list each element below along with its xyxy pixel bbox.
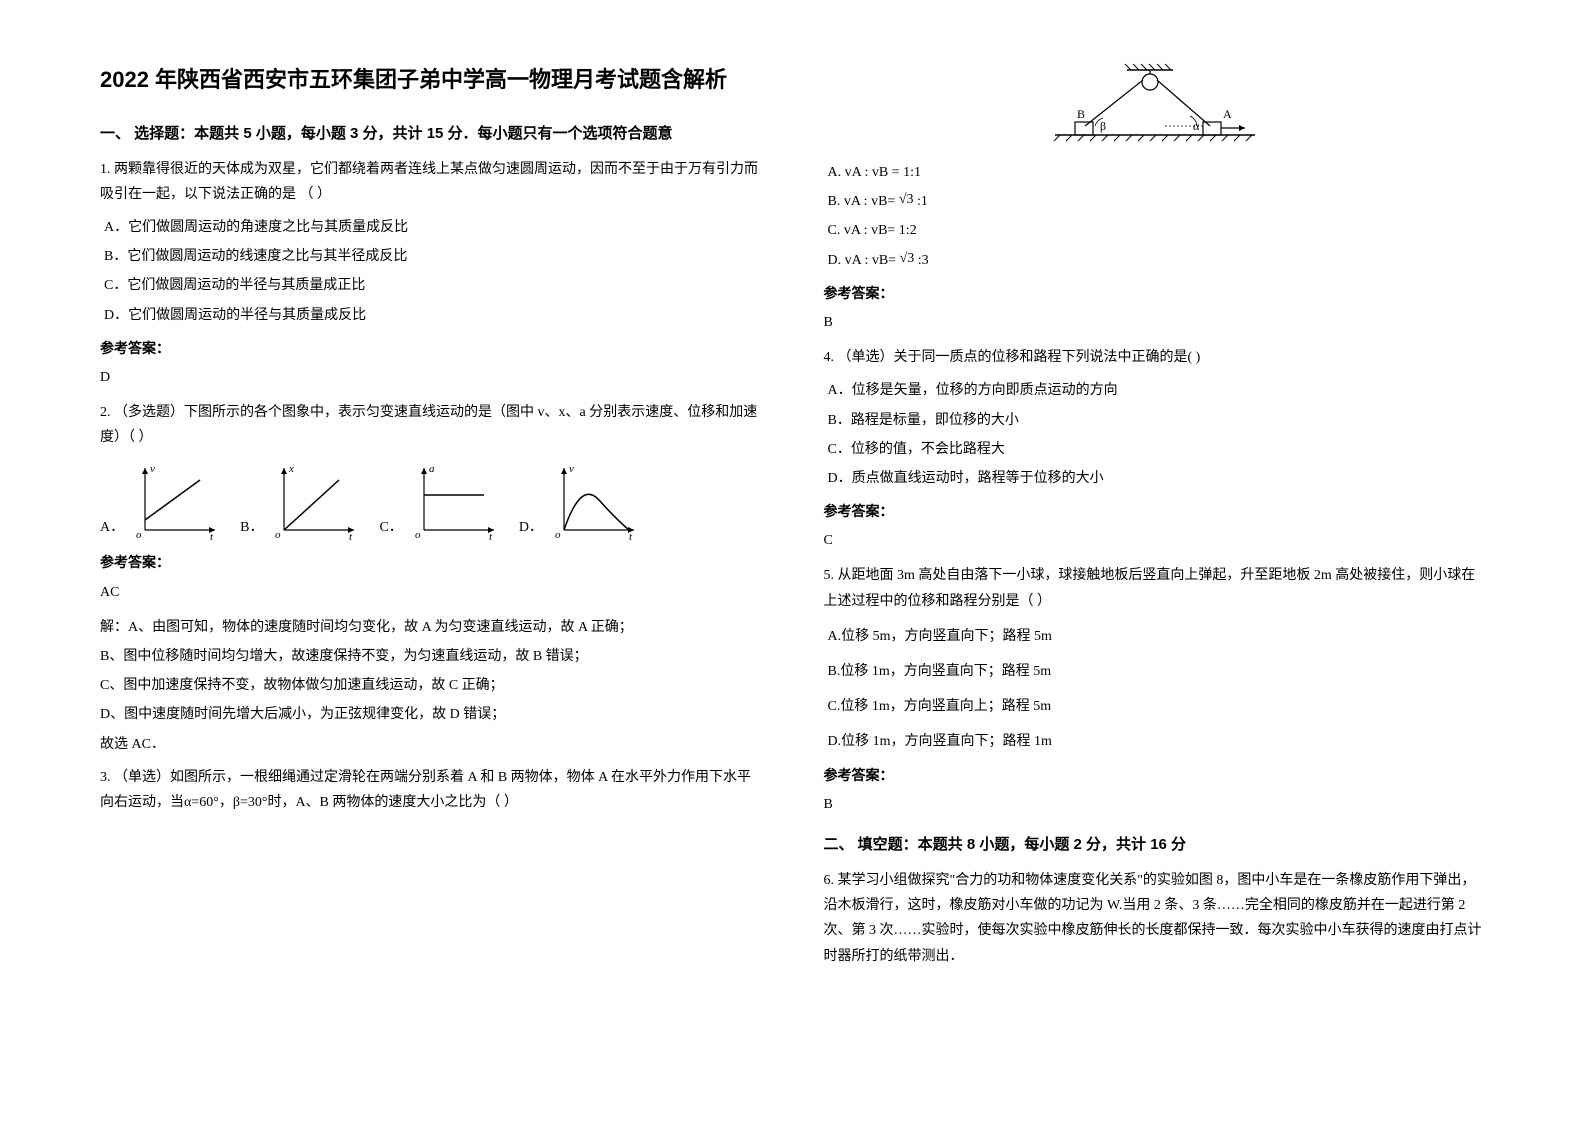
q4-option-d: D．质点做直线运动时，路程等于位移的大小 — [828, 466, 1488, 491]
q2-label-b: B． — [240, 515, 263, 540]
q5-option-a: A.位移 5m，方向竖直向下；路程 5m — [828, 624, 1488, 649]
q1-option-d: D．它们做圆周运动的半径与其质量成反比 — [104, 303, 764, 328]
axis-t-label-2: t — [349, 531, 353, 540]
q2-answer: AC — [100, 580, 764, 605]
q5-option-b: B.位移 1m，方向竖直向下；路程 5m — [828, 659, 1488, 684]
q2-label-a: A． — [100, 515, 124, 540]
q1-answer: D — [100, 365, 764, 390]
q2-graph-c: C． a t o — [379, 460, 498, 540]
q2-graph-b: B． x t o — [240, 460, 359, 540]
q4-answer-label: 参考答案： — [824, 499, 1488, 524]
axis-t-label: t — [210, 531, 214, 540]
question-1-stem: 1. 两颗靠得很近的天体成为双星，它们都绕着两者连线上某点做匀速圆周运动，因而不… — [100, 157, 764, 207]
axis-v-label-2: v — [569, 463, 574, 475]
axis-o-label-4: o — [555, 529, 561, 540]
q4-answer: C — [824, 528, 1488, 553]
q2-graphs-row: A． v t o B． — [100, 460, 764, 540]
q3-optA-prefix: A. vA : vB = — [828, 165, 904, 180]
vt-graph-icon: v t o — [130, 460, 220, 540]
diagram-label-a: A — [1223, 107, 1232, 121]
q2-explain-a: 解：A、由图可知，物体的速度随时间均匀变化，故 A 为匀变速直线运动，故 A 正… — [100, 615, 764, 640]
q2-graph-a: A． v t o — [100, 460, 220, 540]
q4-option-b: B．路程是标量，即位移的大小 — [828, 408, 1488, 433]
right-column: B A β α A. vA : vB = 1:1 B. vA : vB= √3 … — [824, 60, 1488, 977]
sqrt3-icon: √3 — [899, 192, 914, 207]
q2-label-d: D． — [519, 515, 543, 540]
sqrt3-icon-2: √3 — [900, 251, 915, 266]
q2-explain-d: D、图中速度随时间先增大后减小，为正弦规律变化，故 D 错误； — [100, 702, 764, 727]
question-2-stem: 2. （多选题）下图所示的各个图象中，表示匀变速直线运动的是（图中 v、x、a … — [100, 400, 764, 450]
q1-answer-label: 参考答案： — [100, 336, 764, 361]
q5-answer-label: 参考答案： — [824, 763, 1488, 788]
q2-explain-c: C、图中加速度保持不变，故物体做匀加速直线运动，故 C 正确； — [100, 673, 764, 698]
axis-o-label-3: o — [415, 529, 421, 540]
q3-option-a: A. vA : vB = 1:1 — [828, 160, 1488, 185]
q2-explain-b: B、图中位移随时间均匀增大，故速度保持不变，为匀速直线运动，故 B 错误； — [100, 644, 764, 669]
q3-optB-prefix: B. vA : vB= — [828, 194, 899, 209]
q2-graph-d: D． v t o — [519, 460, 639, 540]
axis-v-label: v — [150, 463, 155, 475]
q3-answer-label: 参考答案： — [824, 281, 1488, 306]
q3-optB-suffix: :1 — [914, 194, 928, 209]
axis-a-label: a — [429, 463, 435, 475]
axis-o-label: o — [136, 529, 142, 540]
q1-option-b: B．它们做圆周运动的线速度之比与其半径成反比 — [104, 244, 764, 269]
diagram-beta: β — [1100, 119, 1106, 133]
section-2-header: 二、 填空题：本题共 8 小题，每小题 2 分，共计 16 分 — [824, 831, 1488, 858]
left-column: 2022 年陕西省西安市五环集团子弟中学高一物理月考试题含解析 一、 选择题：本… — [100, 60, 764, 977]
q3-answer: B — [824, 310, 1488, 335]
q5-option-d: D.位移 1m，方向竖直向下；路程 1m — [828, 729, 1488, 754]
q1-option-a: A．它们做圆周运动的角速度之比与其质量成反比 — [104, 215, 764, 240]
question-5-stem: 5. 从距地面 3m 高处自由落下一小球，球接触地板后竖直向上弹起，升至距地板 … — [824, 563, 1488, 613]
q2-answer-label: 参考答案： — [100, 550, 764, 575]
question-6-stem: 6. 某学习小组做探究"合力的功和物体速度变化关系"的实验如图 8，图中小车是在… — [824, 868, 1488, 969]
axis-o-label-2: o — [275, 529, 281, 540]
q1-option-c: C．它们做圆周运动的半径与其质量成正比 — [104, 273, 764, 298]
question-4-stem: 4. （单选）关于同一质点的位移和路程下列说法中正确的是( ) — [824, 345, 1488, 370]
q5-answer: B — [824, 792, 1488, 817]
q3-option-b: B. vA : vB= √3 :1 — [828, 189, 1488, 214]
q3-optD-suffix: :3 — [914, 253, 928, 268]
diagram-label-b: B — [1077, 107, 1085, 121]
q2-explain-end: 故选 AC． — [100, 732, 764, 757]
q4-option-a: A．位移是矢量，位移的方向即质点运动的方向 — [828, 378, 1488, 403]
pulley-diagram-icon: B A β α — [1045, 60, 1265, 150]
q3-optD-prefix: D. vA : vB= — [828, 253, 900, 268]
axis-t-label-4: t — [629, 531, 633, 540]
xt-graph-icon: x t o — [269, 460, 359, 540]
axis-t-label-3: t — [489, 531, 493, 540]
section-1-header: 一、 选择题：本题共 5 小题，每小题 3 分，共计 15 分．每小题只有一个选… — [100, 120, 764, 147]
q5-option-c: C.位移 1m，方向竖直向上；路程 5m — [828, 694, 1488, 719]
exam-title: 2022 年陕西省西安市五环集团子弟中学高一物理月考试题含解析 — [100, 60, 764, 100]
q3-option-d: D. vA : vB= √3 :3 — [828, 248, 1488, 273]
axis-x-label: x — [288, 463, 294, 475]
at-graph-icon: a t o — [409, 460, 499, 540]
q4-option-c: C．位移的值，不会比路程大 — [828, 437, 1488, 462]
q2-label-c: C． — [379, 515, 402, 540]
q3-optA-val: 1:1 — [903, 165, 921, 180]
q3-option-c: C. vA : vB= 1:2 — [828, 218, 1488, 243]
vt-sine-graph-icon: v t o — [549, 460, 639, 540]
question-3-stem: 3. （单选）如图所示，一根细绳通过定滑轮在两端分别系着 A 和 B 两物体，物… — [100, 765, 764, 815]
